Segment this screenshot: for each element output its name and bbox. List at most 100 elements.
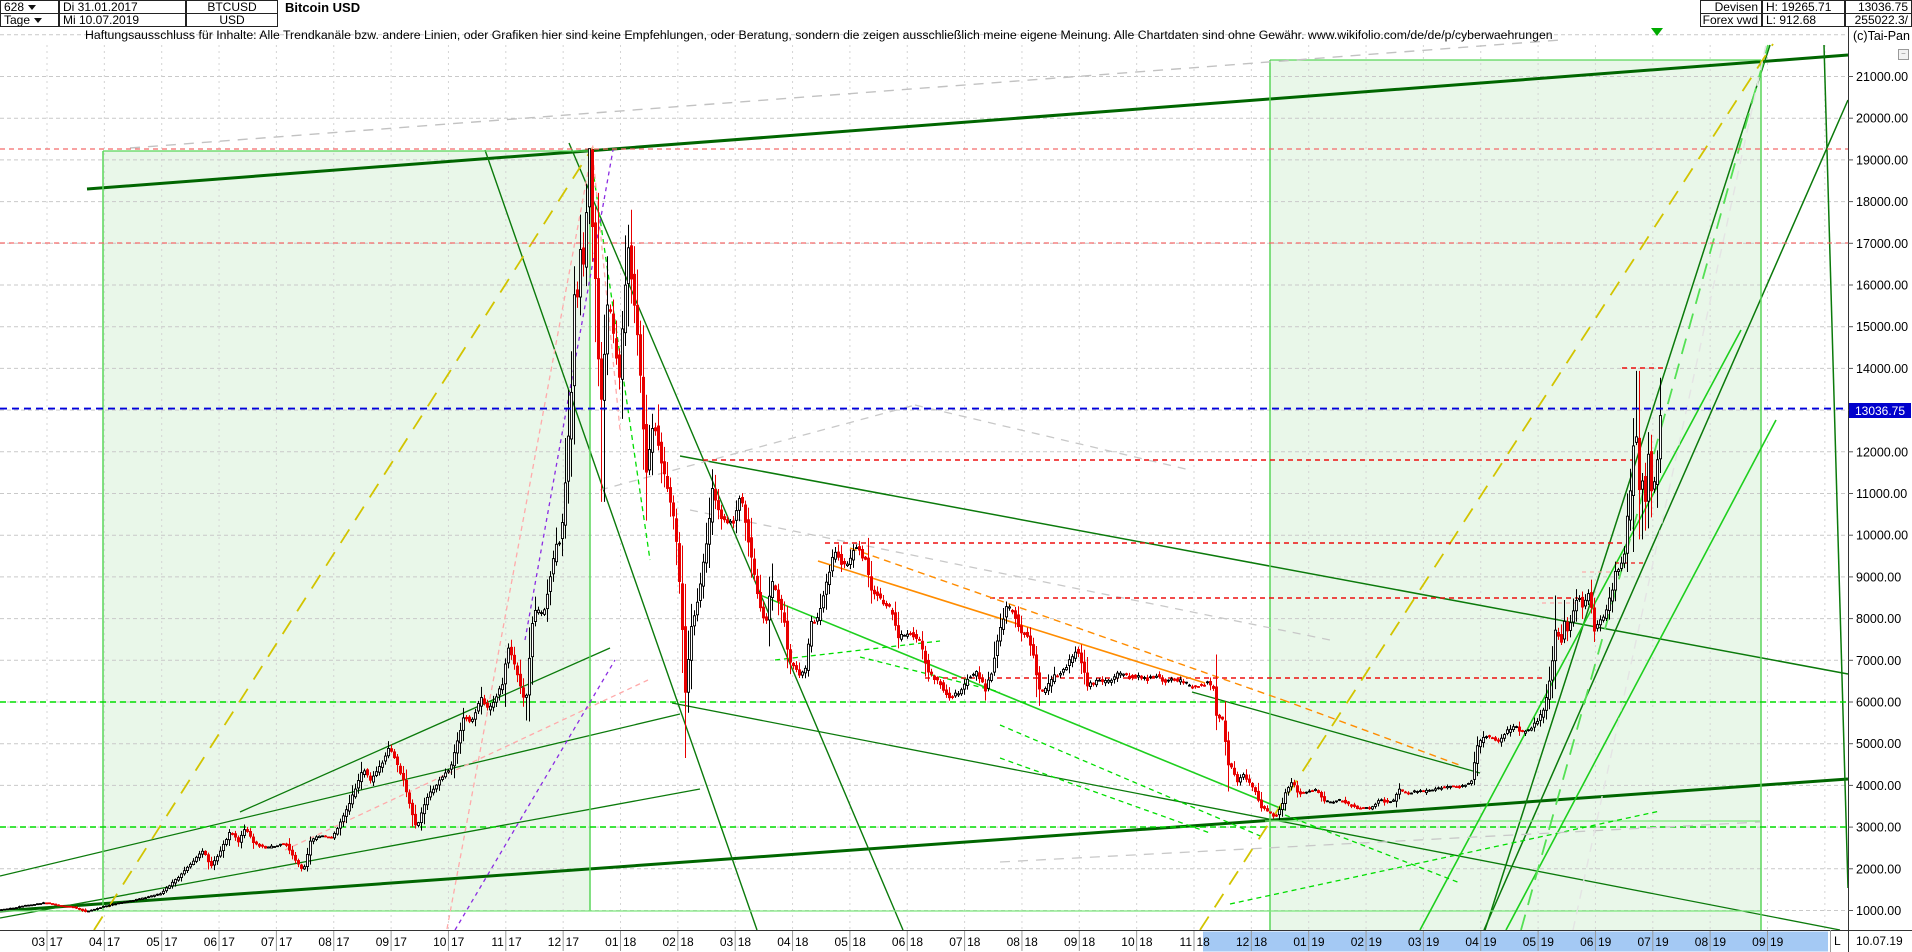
high-value: H: 19265.71 — [1766, 0, 1832, 14]
svg-text:04: 04 — [777, 935, 791, 949]
svg-text:10000.00: 10000.00 — [1856, 529, 1908, 543]
copyright-watermark: (c)Tai-Pan — [1853, 29, 1910, 43]
svg-text:19: 19 — [1311, 935, 1325, 949]
svg-text:18: 18 — [623, 935, 637, 949]
low-value: L: 912.68 — [1766, 13, 1817, 27]
svg-text:16000.00: 16000.00 — [1856, 279, 1908, 293]
svg-text:12000.00: 12000.00 — [1856, 445, 1908, 459]
svg-text:20000.00: 20000.00 — [1856, 112, 1908, 126]
svg-text:08: 08 — [1007, 935, 1021, 949]
volume-cell: 255022.3/ — [1845, 13, 1912, 27]
dropdown-arrow-icon — [34, 17, 43, 23]
quote-source-2-text: Forex vwd — [1702, 13, 1758, 27]
disclaimer-text: Haftungsausschluss für Inhalte: Alle Tre… — [85, 28, 1553, 42]
svg-text:05: 05 — [146, 935, 160, 949]
period-dropdown[interactable]: Tage — [0, 13, 59, 27]
svg-text:3000.00: 3000.00 — [1856, 821, 1901, 835]
current-price-label: 13036.75 — [1849, 403, 1911, 418]
last-price-cell: 13036.75 — [1845, 0, 1912, 14]
svg-text:11: 11 — [491, 935, 504, 949]
svg-text:17: 17 — [107, 935, 121, 949]
high-cell: H: 19265.71 — [1762, 0, 1845, 14]
date-from-cell[interactable]: Di 31.01.2017 — [59, 0, 186, 14]
svg-text:06: 06 — [1580, 935, 1594, 949]
svg-text:2000.00: 2000.00 — [1856, 862, 1901, 876]
svg-text:01: 01 — [1293, 935, 1307, 949]
quote-source-1-text: Devisen — [1714, 0, 1758, 14]
svg-text:18: 18 — [1139, 935, 1153, 949]
last-price-value: 13036.75 — [1857, 0, 1908, 14]
svg-text:17: 17 — [222, 935, 236, 949]
svg-text:11: 11 — [1180, 935, 1193, 949]
svg-text:18000.00: 18000.00 — [1856, 195, 1908, 209]
svg-text:09: 09 — [376, 935, 390, 949]
svg-text:8000.00: 8000.00 — [1856, 612, 1901, 626]
svg-text:18: 18 — [680, 935, 694, 949]
svg-text:17: 17 — [50, 935, 64, 949]
svg-text:04: 04 — [1465, 935, 1479, 949]
svg-text:6000.00: 6000.00 — [1856, 696, 1901, 710]
svg-text:5000.00: 5000.00 — [1856, 737, 1901, 751]
svg-text:08: 08 — [318, 935, 332, 949]
bars-count-value: 628 — [4, 0, 25, 14]
svg-text:10: 10 — [1121, 935, 1135, 949]
svg-text:18: 18 — [1024, 935, 1038, 949]
svg-text:09: 09 — [1064, 935, 1078, 949]
panel-collapse-icon[interactable]: – — [1898, 49, 1909, 60]
bars-count-dropdown[interactable]: 628 — [0, 0, 59, 14]
svg-text:17: 17 — [394, 935, 408, 949]
svg-text:19000.00: 19000.00 — [1856, 153, 1908, 167]
date-to-cell[interactable]: Mi 10.07.2019 — [59, 13, 186, 27]
symbol-value: BTCUSD — [207, 0, 257, 14]
svg-text:17000.00: 17000.00 — [1856, 237, 1908, 251]
volume-value: 255022.3/ — [1854, 13, 1908, 27]
instrument-title-text: Bitcoin USD — [285, 0, 361, 14]
dropdown-arrow-icon — [28, 4, 37, 10]
svg-text:19: 19 — [1713, 935, 1727, 949]
quote-source-2: Forex vwd — [1700, 13, 1762, 27]
svg-text:06: 06 — [204, 935, 218, 949]
currency-value: USD — [219, 13, 245, 27]
low-cell: L: 912.68 — [1762, 13, 1845, 27]
date-to-value: Mi 10.07.2019 — [63, 13, 140, 27]
svg-text:18: 18 — [910, 935, 924, 949]
svg-text:19: 19 — [1655, 935, 1669, 949]
scale-mode-label[interactable]: L — [1834, 934, 1841, 948]
svg-text:14000.00: 14000.00 — [1856, 362, 1908, 376]
currency-cell: USD — [186, 13, 278, 27]
quote-source-1: Devisen — [1700, 0, 1762, 14]
svg-text:4000.00: 4000.00 — [1856, 779, 1901, 793]
svg-text:17: 17 — [164, 935, 178, 949]
svg-text:1000.00: 1000.00 — [1856, 904, 1901, 918]
svg-text:17: 17 — [508, 935, 522, 949]
svg-text:07: 07 — [949, 935, 963, 949]
svg-text:12: 12 — [548, 935, 562, 949]
svg-text:18: 18 — [738, 935, 752, 949]
svg-text:9000.00: 9000.00 — [1856, 570, 1901, 584]
svg-text:06: 06 — [892, 935, 906, 949]
svg-text:18: 18 — [852, 935, 866, 949]
svg-text:17: 17 — [451, 935, 465, 949]
svg-text:02: 02 — [662, 935, 676, 949]
svg-text:21000.00: 21000.00 — [1856, 70, 1908, 84]
svg-text:18: 18 — [1254, 935, 1268, 949]
svg-text:7000.00: 7000.00 — [1856, 654, 1901, 668]
svg-text:02: 02 — [1351, 935, 1365, 949]
trend-lines — [0, 39, 1849, 931]
svg-text:19: 19 — [1369, 935, 1383, 949]
svg-text:18: 18 — [1197, 935, 1211, 949]
svg-text:03: 03 — [1408, 935, 1422, 949]
svg-text:03: 03 — [720, 935, 734, 949]
svg-text:17: 17 — [566, 935, 580, 949]
svg-text:17: 17 — [279, 935, 293, 949]
instrument-title: Bitcoin USD — [282, 0, 682, 14]
svg-text:07: 07 — [1637, 935, 1651, 949]
candlestick-series — [0, 148, 1662, 913]
period-value: Tage — [4, 13, 31, 27]
svg-text:19: 19 — [1426, 935, 1440, 949]
svg-text:18: 18 — [967, 935, 981, 949]
symbol-cell[interactable]: BTCUSD — [186, 0, 278, 14]
svg-text:17: 17 — [336, 935, 350, 949]
